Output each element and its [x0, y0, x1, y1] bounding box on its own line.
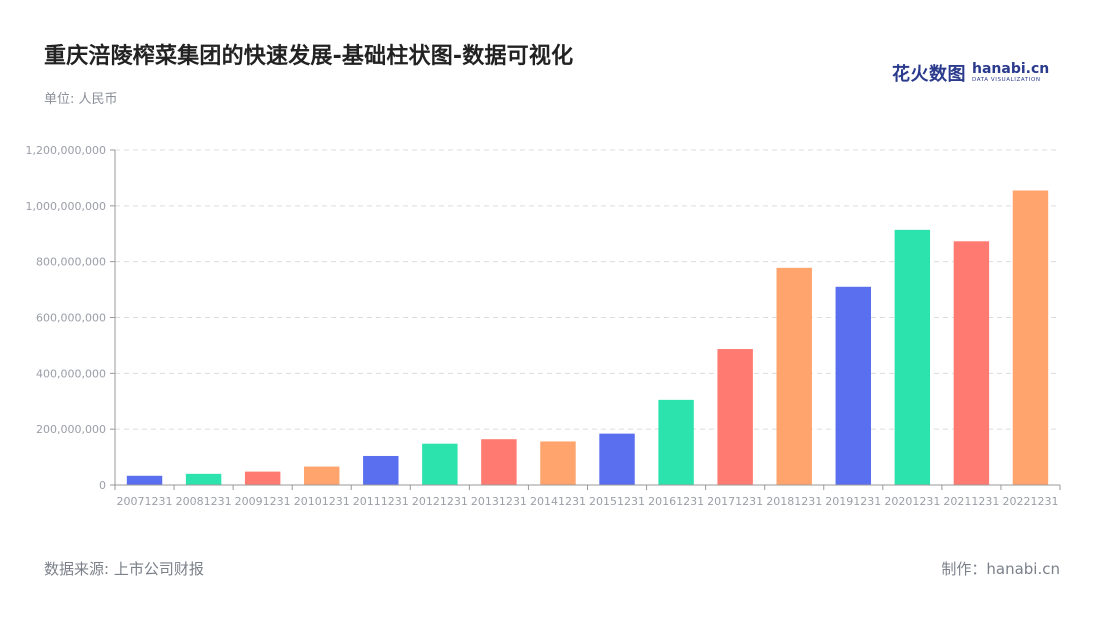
x-axis: 20071231 20081231 20091231 20101231 20111231… — [114, 484, 1061, 508]
brand-logo: 花火数图 hanabi.cn DATA VISUALIZATION — [892, 60, 1049, 86]
y-tick-label: 1,200,000,000 — [26, 144, 106, 157]
x-tick-label: 20131231 — [471, 495, 527, 508]
bar-20091231[interactable] — [244, 471, 281, 485]
chart-title: 重庆涪陵榨菜集团的快速发展-基础柱状图-数据可视化 — [44, 44, 574, 69]
bar-20071231[interactable] — [126, 475, 163, 485]
y-tick-label: 200,000,000 — [36, 423, 106, 436]
bar-20101231[interactable] — [304, 466, 340, 485]
y-tick-label: 1,000,000,000 — [26, 200, 106, 213]
bar-20081231[interactable] — [185, 473, 222, 485]
bar-20211231[interactable] — [953, 241, 990, 485]
bar-20191231[interactable] — [835, 286, 871, 485]
bar-20181231[interactable] — [776, 267, 812, 485]
x-tick-label: 20151231 — [589, 495, 645, 508]
bar-20121231[interactable] — [422, 443, 458, 485]
bar-20151231[interactable] — [599, 433, 635, 485]
bar-20131231[interactable] — [481, 439, 517, 485]
x-tick-label: 20221231 — [1002, 495, 1058, 508]
bar-20221231[interactable] — [1012, 190, 1049, 485]
logo-en-block: hanabi.cn DATA VISUALIZATION — [972, 62, 1049, 84]
x-tick-label: 20081231 — [176, 495, 232, 508]
x-tick-label: 20121231 — [412, 495, 468, 508]
y-tick-label: 800,000,000 — [36, 256, 106, 269]
data-source: 数据来源: 上市公司财报 — [44, 560, 204, 578]
bar-20161231[interactable] — [658, 399, 694, 485]
y-tick-label: 600,000,000 — [36, 312, 106, 325]
bar-20201231[interactable] — [894, 229, 931, 485]
x-tick-label: 20181231 — [766, 495, 822, 508]
bars — [126, 190, 1049, 485]
x-tick-label: 20101231 — [294, 495, 350, 508]
bar-20141231[interactable] — [540, 441, 576, 485]
x-tick-label: 20161231 — [648, 495, 704, 508]
maker-credit: 制作：hanabi.cn — [941, 560, 1060, 578]
bar-20111231[interactable] — [363, 455, 399, 485]
y-tick-label: 400,000,000 — [36, 367, 106, 380]
y-tick-label: 0 — [99, 479, 106, 492]
unit-label: 单位: 人民币 — [44, 92, 118, 107]
x-tick-label: 20171231 — [707, 495, 763, 508]
x-tick-label: 20111231 — [353, 495, 409, 508]
x-tick-label: 20211231 — [943, 495, 999, 508]
y-axis: 0 200,000,000 400,000,000 600,000,000 800,00… — [26, 144, 116, 492]
logo-en-text: hanabi.cn — [972, 61, 1050, 78]
x-tick-label: 20141231 — [530, 495, 586, 508]
x-tick-label: 20071231 — [117, 495, 173, 508]
x-tick-label: 20191231 — [825, 495, 881, 508]
x-tick-label: 20201231 — [884, 495, 940, 508]
bar-20171231[interactable] — [717, 349, 753, 485]
x-tick-label: 20091231 — [235, 495, 291, 508]
logo-sub-text: DATA VISUALIZATION — [972, 77, 1041, 84]
logo-cn-text: 花火数图 — [892, 64, 966, 85]
